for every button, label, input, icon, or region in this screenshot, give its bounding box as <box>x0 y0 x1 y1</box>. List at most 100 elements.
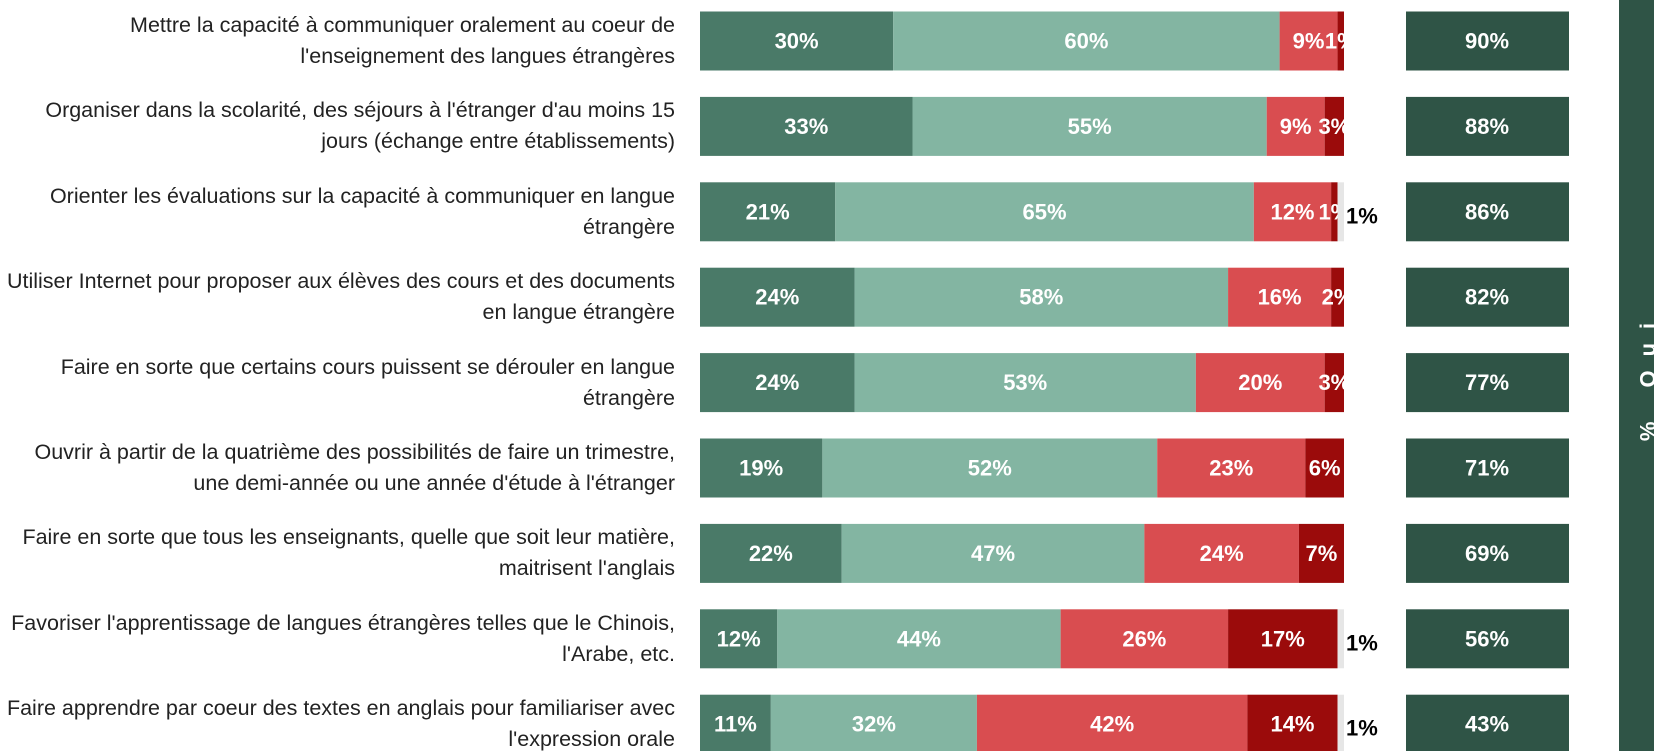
data-label: 1% <box>1346 630 1378 655</box>
total-label: 43% <box>1465 712 1509 737</box>
data-label: 55% <box>1068 114 1112 139</box>
category-label: Orienter les évaluations sur la capacité… <box>49 183 675 239</box>
total-box <box>1406 182 1569 242</box>
bar-segment <box>1298 523 1344 583</box>
data-label: 30% <box>775 29 819 54</box>
total-label: 77% <box>1465 370 1509 395</box>
bar-segment <box>700 267 855 327</box>
bar-segment <box>912 96 1267 156</box>
data-label: 2% <box>1322 285 1354 310</box>
data-label: 16% <box>1258 285 1302 310</box>
data-label: 19% <box>739 456 783 481</box>
side-label: % Oui <box>1636 309 1654 441</box>
data-label: 3% <box>1318 114 1350 139</box>
bar-segment <box>1060 609 1229 669</box>
side-panel <box>1619 0 1654 751</box>
bar-segment <box>841 523 1145 583</box>
bar-segment <box>1253 182 1332 242</box>
bar-segment <box>893 11 1280 71</box>
data-label: 52% <box>968 456 1012 481</box>
bar-segment <box>700 11 894 71</box>
bar-segment <box>1305 438 1344 498</box>
data-label: 20% <box>1238 370 1282 395</box>
category-label: Faire apprendre par coeur des textes en … <box>6 696 675 751</box>
bar-segment <box>1337 11 1344 71</box>
bar-segment <box>1331 182 1338 242</box>
bar-segment <box>700 96 913 156</box>
data-label: 1% <box>1318 199 1350 224</box>
total-box <box>1406 96 1569 156</box>
data-label: 3% <box>1318 370 1350 395</box>
data-label: 32% <box>852 712 896 737</box>
data-label: 65% <box>1023 199 1067 224</box>
bar-segment <box>1279 11 1338 71</box>
data-label: 58% <box>1019 285 1063 310</box>
bar-segment <box>1337 609 1344 669</box>
data-label: 44% <box>897 626 941 651</box>
data-label: 14% <box>1270 712 1314 737</box>
total-label: 82% <box>1465 285 1509 310</box>
data-label: 1% <box>1325 29 1357 54</box>
data-label: 17% <box>1261 626 1305 651</box>
bar-segment <box>1266 96 1325 156</box>
data-label: 60% <box>1064 29 1108 54</box>
total-label: 71% <box>1465 456 1509 481</box>
bar-segment <box>822 438 1158 498</box>
bar-segment <box>835 182 1254 242</box>
category-label: Organiser dans la scolarité, des séjours… <box>45 98 675 154</box>
total-box <box>1406 11 1569 71</box>
total-label: 88% <box>1465 114 1509 139</box>
category-label: Favoriser l'apprentissage de langues étr… <box>11 610 675 666</box>
bar-segment <box>700 609 778 669</box>
data-label: 47% <box>971 541 1015 566</box>
bar-segment <box>770 694 977 751</box>
bar-segment <box>1247 694 1338 751</box>
total-box <box>1406 694 1569 751</box>
data-label: 22% <box>749 541 793 566</box>
bar-segment <box>700 353 855 413</box>
bar-segment <box>1337 182 1344 242</box>
bar-segment <box>1337 694 1344 751</box>
bar-segment <box>854 353 1196 413</box>
total-label: 86% <box>1465 199 1509 224</box>
bar-segment <box>854 267 1229 327</box>
data-label: 24% <box>1200 541 1244 566</box>
data-label: 24% <box>755 285 799 310</box>
data-label: 24% <box>755 370 799 395</box>
bar-segment <box>1228 609 1338 669</box>
data-label: 12% <box>717 626 761 651</box>
data-label: 9% <box>1293 29 1325 54</box>
category-label: Faire en sorte que tous les enseignants,… <box>22 525 675 581</box>
category-label: Mettre la capacité à communiquer oraleme… <box>130 13 675 68</box>
bar-segment <box>700 182 836 242</box>
bar-segment <box>700 523 842 583</box>
bar-segment <box>777 609 1061 669</box>
total-label: 56% <box>1465 626 1509 651</box>
total-box <box>1406 609 1569 669</box>
bar-segment <box>1324 96 1344 156</box>
bar-segment <box>1228 267 1332 327</box>
category-label: Ouvrir à partir de la quatrième des poss… <box>34 440 676 495</box>
total-label: 90% <box>1465 29 1509 54</box>
bar-segment <box>1331 267 1344 327</box>
data-label: 1% <box>1346 716 1378 741</box>
data-label: 26% <box>1122 626 1166 651</box>
bar-segment <box>1157 438 1306 498</box>
category-label: Utiliser Internet pour proposer aux élèv… <box>6 269 675 325</box>
bar-segment <box>700 694 771 751</box>
data-label: 23% <box>1209 456 1253 481</box>
data-label: 7% <box>1306 541 1338 566</box>
data-label: 53% <box>1003 370 1047 395</box>
bar-segment <box>1324 353 1344 413</box>
data-label: 33% <box>784 114 828 139</box>
bar-segment <box>700 438 823 498</box>
total-label: 69% <box>1465 541 1509 566</box>
data-label: 42% <box>1090 712 1134 737</box>
bar-segment <box>976 694 1248 751</box>
total-box <box>1406 438 1569 498</box>
data-label: 11% <box>714 712 757 737</box>
data-label: 1% <box>1346 203 1378 228</box>
total-box <box>1406 523 1569 583</box>
